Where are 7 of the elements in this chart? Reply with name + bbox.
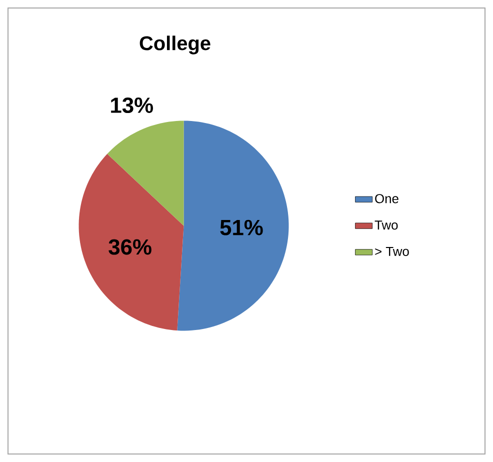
data-label: 51% [220, 220, 263, 236]
data-label: 13% [111, 98, 153, 114]
legend-label: > Two [375, 246, 409, 256]
chart-title: College [140, 36, 210, 54]
legend-label: One [375, 194, 398, 204]
legend-label: Two [374, 220, 398, 230]
data-label: 36% [108, 239, 152, 255]
